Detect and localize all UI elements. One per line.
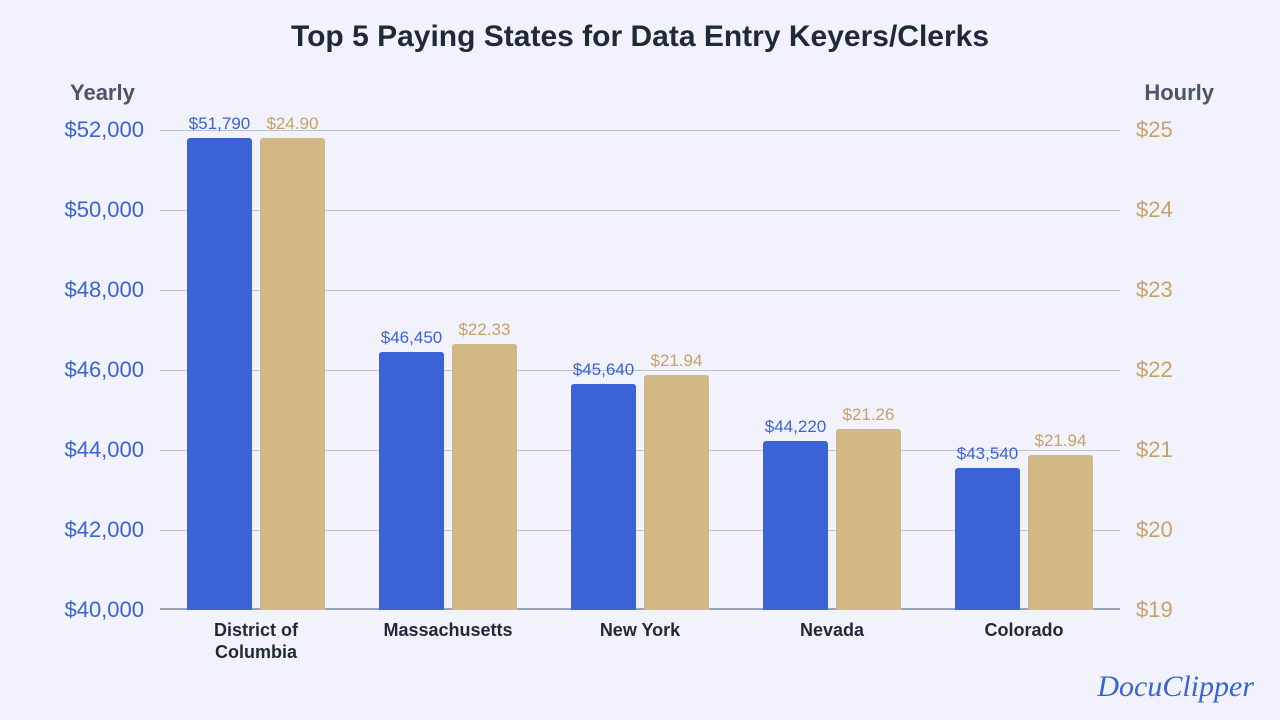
right-axis-title: Hourly <box>1144 80 1214 106</box>
chart-title: Top 5 Paying States for Data Entry Keyer… <box>0 20 1280 54</box>
ytick-left: $40,000 <box>64 597 144 623</box>
category-label: Nevada <box>736 620 928 642</box>
category-label: New York <box>544 620 736 642</box>
bar-label-yearly: $44,220 <box>765 417 826 437</box>
ytick-right: $24 <box>1136 197 1173 223</box>
watermark-logo: DocuClipper <box>1097 670 1254 704</box>
bar-yearly: $45,640 <box>571 384 636 610</box>
category-label: Massachusetts <box>352 620 544 642</box>
bar-label-hourly: $21.94 <box>1034 431 1086 451</box>
bar-label-yearly: $51,790 <box>189 114 250 134</box>
bar-label-hourly: $21.94 <box>650 351 702 371</box>
ytick-left: $50,000 <box>64 197 144 223</box>
bar-hourly: $21.94 <box>1028 455 1093 610</box>
ytick-left: $42,000 <box>64 517 144 543</box>
bar-label-yearly: $45,640 <box>573 360 634 380</box>
bar-yearly: $46,450 <box>379 352 444 610</box>
plot-area: $40,000$19$42,000$20$44,000$21$46,000$22… <box>160 130 1120 610</box>
category-label: Colorado <box>928 620 1120 642</box>
ytick-left: $48,000 <box>64 277 144 303</box>
bar-label-yearly: $46,450 <box>381 328 442 348</box>
ytick-left: $52,000 <box>64 117 144 143</box>
ytick-right: $21 <box>1136 437 1173 463</box>
bar-yearly: $43,540 <box>955 468 1020 610</box>
ytick-left: $44,000 <box>64 437 144 463</box>
bar-yearly: $44,220 <box>763 441 828 610</box>
ytick-right: $22 <box>1136 357 1173 383</box>
bar-label-yearly: $43,540 <box>957 444 1018 464</box>
bar-hourly: $22.33 <box>452 344 517 610</box>
bar-label-hourly: $24.90 <box>266 114 318 134</box>
category-label: District ofColumbia <box>160 620 352 663</box>
bar-hourly: $24.90 <box>260 138 325 610</box>
ytick-right: $23 <box>1136 277 1173 303</box>
left-axis-title: Yearly <box>70 80 135 106</box>
bar-yearly: $51,790 <box>187 138 252 610</box>
ytick-right: $19 <box>1136 597 1173 623</box>
bar-label-hourly: $22.33 <box>458 320 510 340</box>
ytick-right: $20 <box>1136 517 1173 543</box>
bar-hourly: $21.94 <box>644 375 709 610</box>
ytick-right: $25 <box>1136 117 1173 143</box>
bar-label-hourly: $21.26 <box>842 405 894 425</box>
ytick-left: $46,000 <box>64 357 144 383</box>
bar-hourly: $21.26 <box>836 429 901 610</box>
